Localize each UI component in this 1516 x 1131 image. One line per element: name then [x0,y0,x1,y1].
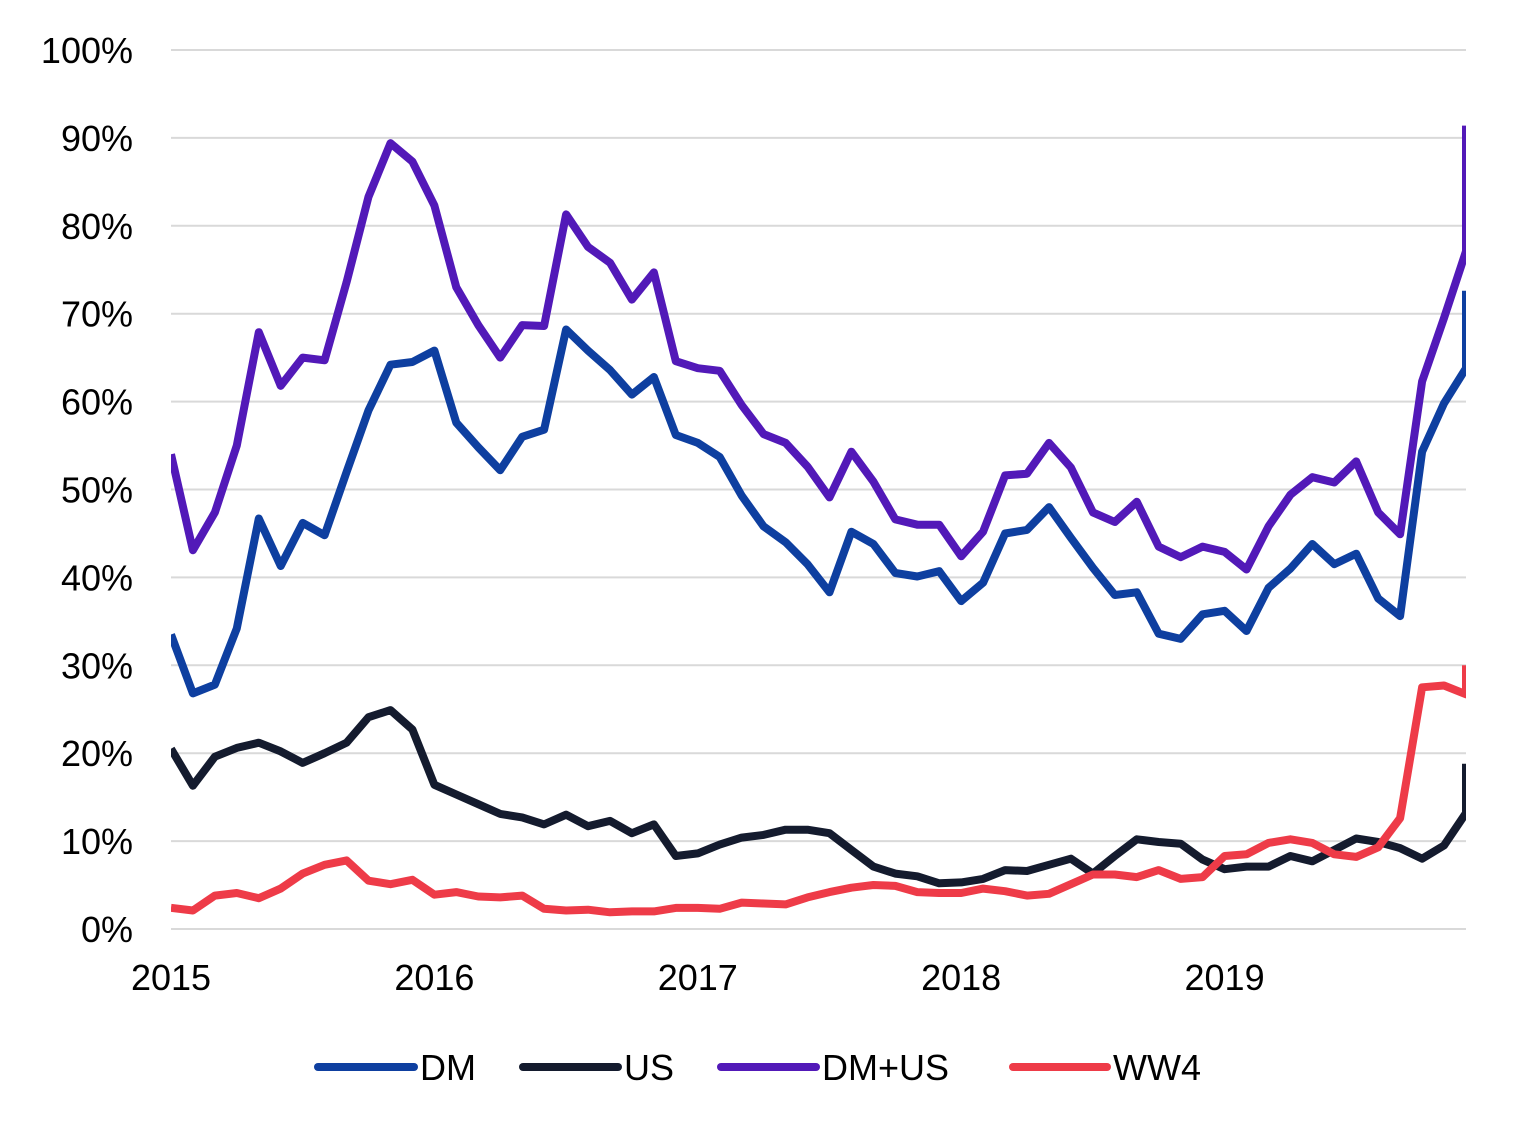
legend-label: DM [420,1047,476,1088]
legend-item-dm: DM [314,1047,476,1088]
x-tick-label: 2017 [658,957,738,998]
legend: DM US DM+US WW4 [314,1047,1201,1088]
gridlines [171,49,1466,843]
y-tick-label: 90% [61,118,133,159]
y-tick-label: 50% [61,470,133,511]
x-tick-label: 2015 [131,957,211,998]
series-line-ww4 [171,665,1466,917]
series-line-dm-us [171,125,1466,574]
y-tick-label: 70% [61,294,133,335]
x-tick-label: 2018 [921,957,1001,998]
x-tick-label: 2016 [394,957,474,998]
series-lines [171,125,1466,917]
y-tick-label: 20% [61,733,133,774]
y-tick-label: 100% [41,30,133,71]
y-tick-label: 60% [61,382,133,423]
series-line-us [171,706,1466,888]
y-tick-label: 80% [61,206,133,247]
legend-label: US [624,1047,674,1088]
y-tick-label: 40% [61,557,133,598]
legend-item-dm-us: DM+US [717,1047,949,1088]
x-tick-label: 2019 [1185,957,1265,998]
series-line-dm [171,290,1466,698]
x-axis-tick-labels: 2015 2016 2017 2018 2019 [131,957,1265,998]
legend-item-us: US [519,1047,674,1088]
y-axis-tick-labels: 0% 10% 20% 30% 40% 50% 60% 70% 80% 90% 100% [41,30,133,950]
legend-label: DM+US [822,1047,949,1088]
legend-item-ww4: WW4 [1009,1047,1201,1088]
y-tick-label: 10% [61,821,133,862]
y-tick-label: 0% [81,909,133,950]
legend-label: WW4 [1113,1047,1201,1088]
y-tick-label: 30% [61,645,133,686]
